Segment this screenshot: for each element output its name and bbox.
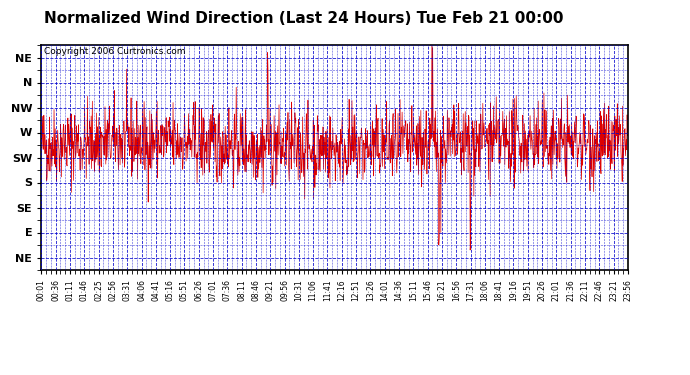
- Text: Normalized Wind Direction (Last 24 Hours) Tue Feb 21 00:00: Normalized Wind Direction (Last 24 Hours…: [44, 11, 563, 26]
- Text: Copyright 2006 Curtronics.com: Copyright 2006 Curtronics.com: [44, 47, 186, 56]
